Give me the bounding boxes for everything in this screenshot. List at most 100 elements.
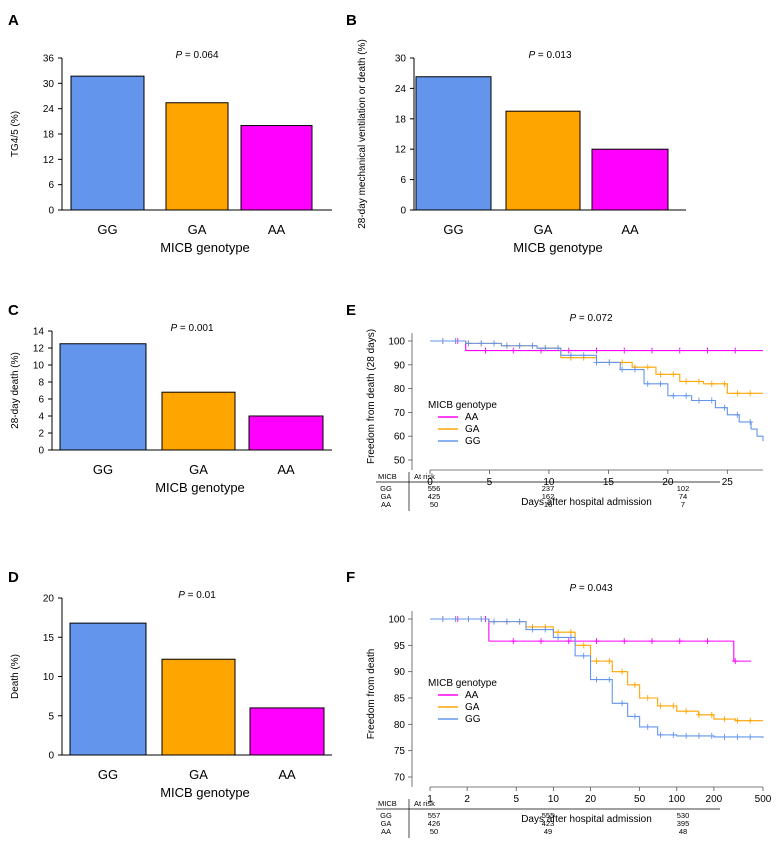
censor-mark-gg (439, 338, 446, 344)
panel-label-f: F (346, 569, 355, 586)
censor-mark-ga (747, 390, 754, 397)
censor-mark-aa (593, 347, 600, 354)
x-tick-label: 50 (634, 794, 646, 805)
y-tick-label: 15 (43, 633, 55, 644)
censor-mark-aa (593, 638, 600, 645)
censor-mark-gg (708, 397, 715, 404)
censor-mark-ga (580, 642, 587, 649)
risk-cell: 557 (428, 811, 441, 820)
x-tick-label: AA (278, 767, 296, 782)
y-tick-label: 70 (394, 773, 406, 784)
p-value-f: P = 0.043 (569, 583, 613, 594)
risk-cell: 7 (681, 500, 685, 509)
x-tick-label: GG (443, 222, 463, 237)
censor-mark-aa (510, 347, 517, 354)
censor-mark-gg (529, 342, 536, 349)
panel-label-e: E (346, 302, 356, 319)
x-tick-label: GA (189, 462, 208, 477)
y-tick-label: 80 (394, 384, 406, 395)
censor-mark-gg (695, 732, 702, 739)
x-tick-label: 20 (662, 477, 674, 488)
censor-mark-gg (683, 392, 690, 399)
censor-mark-ga (734, 390, 741, 397)
y-tick-label: 50 (394, 456, 406, 467)
p-value-d: P = 0.01 (178, 590, 216, 601)
censor-mark-ga (695, 711, 702, 718)
y-tick-label: 100 (388, 337, 405, 348)
censor-mark-gg (452, 616, 459, 622)
censor-mark-aa (649, 347, 655, 354)
y-tick-label: 0 (38, 446, 44, 457)
bar-gg (415, 76, 492, 211)
censor-mark-ga (708, 380, 715, 387)
risk-cell: 425 (428, 492, 441, 501)
bar-ga (161, 391, 236, 451)
censor-mark-ga (619, 668, 626, 675)
risk-header-at-risk: At risk (414, 799, 435, 808)
censor-mark-ga (721, 380, 728, 387)
censor-mark-ga (747, 717, 754, 724)
y-tick-label: 0 (48, 206, 54, 217)
bar-aa (248, 415, 324, 451)
legend-label-aa: AA (465, 690, 479, 701)
censor-mark-gg (567, 352, 574, 359)
censor-mark-gg (619, 366, 626, 373)
panel-label-a: A (8, 12, 19, 29)
risk-cell: 426 (428, 819, 441, 828)
censor-mark-gg (439, 616, 446, 622)
y-tick-label: 100 (388, 615, 405, 626)
y-tick-label: 12 (395, 145, 407, 156)
p-value-a: P = 0.064 (175, 50, 219, 61)
y-tick-label: 4 (38, 412, 44, 423)
risk-header-micb: MICB (378, 799, 397, 808)
legend-title: MICB genotype (428, 400, 497, 411)
censor-mark-ga (657, 371, 664, 378)
x-tick-label: GA (189, 767, 208, 782)
x-tick-label: 0 (427, 477, 433, 488)
censor-mark-gg (721, 404, 728, 411)
x-tick-label: AA (621, 222, 639, 237)
censor-mark-gg (619, 700, 626, 707)
y-tick-label: 80 (394, 720, 406, 731)
risk-cell: 102 (677, 484, 690, 493)
p-value-e-p: P (569, 313, 576, 324)
censor-mark-ga (631, 681, 638, 688)
censor-mark-gg (631, 713, 638, 720)
p-value-a-rest: = 0.064 (182, 50, 219, 61)
y-tick-label: 95 (394, 641, 406, 652)
risk-cell: 74 (679, 492, 687, 501)
y-axis-label: Death (%) (10, 654, 21, 699)
x-axis-label: Days after hospital admission (521, 497, 652, 508)
y-axis-label: Freedom from death (366, 649, 377, 740)
x-tick-label: 15 (603, 477, 615, 488)
censor-mark-ga (683, 708, 690, 715)
censor-mark-gg (683, 732, 690, 739)
p-value-f-p: P (569, 583, 576, 594)
risk-cell: 49 (544, 827, 552, 836)
legend-label-gg: GG (465, 436, 481, 447)
y-tick-label: 8 (38, 378, 44, 389)
p-value-e: P = 0.072 (569, 313, 613, 324)
risk-cell: 48 (679, 827, 687, 836)
y-axis-label: Freedom from death (28 days) (366, 329, 377, 464)
y-tick-label: 90 (394, 360, 406, 371)
x-tick-label: AA (268, 222, 286, 237)
censor-mark-ga (721, 716, 728, 723)
x-axis-label: MICB genotype (155, 480, 245, 495)
censor-mark-gg (465, 340, 472, 347)
panel-label-b: B (346, 12, 357, 29)
y-tick-label: 20 (43, 594, 55, 605)
censor-mark-gg (721, 733, 728, 740)
censor-mark-gg (670, 731, 677, 738)
censor-mark-aa (649, 638, 655, 645)
x-tick-label: GA (188, 222, 207, 237)
p-value-d-p: P (178, 590, 185, 601)
x-tick-label: 5 (513, 794, 519, 805)
risk-cell: 237 (542, 484, 555, 493)
bar-gg (70, 75, 145, 211)
censor-mark-aa (482, 347, 489, 354)
x-tick-label: GA (534, 222, 553, 237)
censor-mark-ga (593, 658, 600, 665)
risk-cell: 556 (428, 484, 441, 493)
